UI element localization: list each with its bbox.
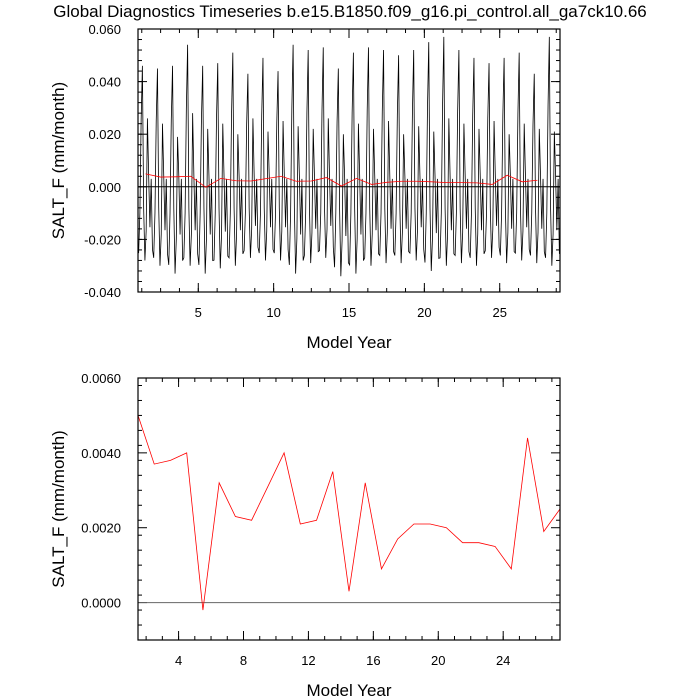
top-plot: -0.040 -0.020 0.000 0.020 0.040 0.060 5 10 15 20 2… [49,22,561,352]
bottom-plot-frame [137,377,561,641]
bottom-ytick-label: 0.0060 [81,371,121,386]
top-ytick-label: -0.020 [84,232,121,247]
top-yaxis-title: SALT_F (mm/month) [49,82,68,239]
top-xtick-label: 10 [266,305,280,320]
bottom-ytick-label: 0.0040 [81,446,121,461]
bottom-xaxis-title: Model Year [306,681,391,700]
top-ytick-label: 0.040 [88,75,121,90]
top-ytick-label: 0.060 [88,22,121,37]
bottom-xtick-label: 20 [431,653,445,668]
bottom-series-1-line [137,415,561,611]
bottom-xtick-label: 24 [496,653,510,668]
top-xtick-label: 5 [195,305,202,320]
top-ytick-label: 0.020 [88,127,121,142]
top-xtick-label: 25 [492,305,506,320]
top-plot-frame [137,28,561,293]
bottom-plot: 0.0000 0.0020 0.0040 0.0060 4 8 12 16 20 24 Model … [49,371,561,700]
top-ytick-label: -0.040 [84,285,121,300]
top-series-1-line [138,36,560,277]
bottom-xtick-label: 12 [301,653,315,668]
bottom-xtick-label: 4 [175,653,182,668]
top-xtick-label: 20 [417,305,431,320]
top-series-2-line [145,173,538,188]
bottom-xtick-label: 16 [366,653,380,668]
bottom-yaxis-title: SALT_F (mm/month) [49,430,68,587]
bottom-ytick-label: 0.0020 [81,521,121,536]
bottom-xtick-label: 8 [240,653,247,668]
figure-title: Global Diagnostics Timeseries b.e15.B185… [53,2,647,21]
top-ytick-label: 0.000 [88,180,121,195]
top-xtick-label: 15 [342,305,356,320]
top-xaxis-title: Model Year [306,333,391,352]
bottom-ytick-label: 0.0000 [81,596,121,611]
